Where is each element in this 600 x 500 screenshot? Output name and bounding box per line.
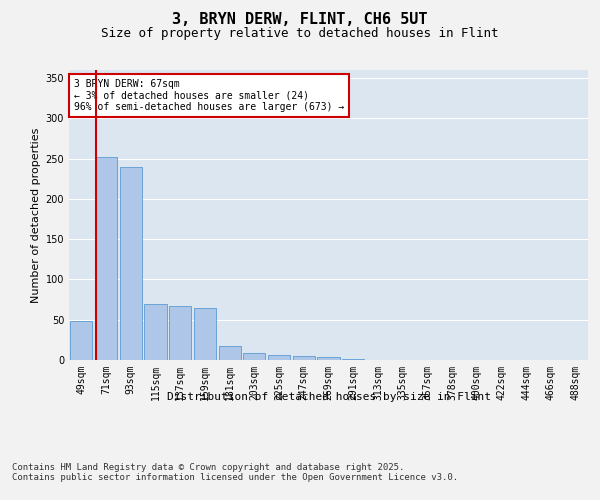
Bar: [293, 356, 315, 360]
Bar: [243, 353, 265, 360]
Text: Contains HM Land Registry data © Crown copyright and database right 2025.
Contai: Contains HM Land Registry data © Crown c…: [12, 462, 458, 482]
Bar: [268, 355, 290, 360]
Bar: [70, 322, 92, 360]
Text: 3, BRYN DERW, FLINT, CH6 5UT: 3, BRYN DERW, FLINT, CH6 5UT: [172, 12, 428, 28]
Y-axis label: Number of detached properties: Number of detached properties: [31, 128, 41, 302]
Bar: [342, 359, 364, 360]
Bar: [317, 357, 340, 360]
Text: 3 BRYN DERW: 67sqm
← 3% of detached houses are smaller (24)
96% of semi-detached: 3 BRYN DERW: 67sqm ← 3% of detached hous…: [74, 78, 344, 112]
Text: Distribution of detached houses by size in Flint: Distribution of detached houses by size …: [167, 392, 491, 402]
Bar: [218, 346, 241, 360]
Bar: [194, 308, 216, 360]
Bar: [145, 304, 167, 360]
Bar: [95, 157, 117, 360]
Bar: [119, 166, 142, 360]
Text: Size of property relative to detached houses in Flint: Size of property relative to detached ho…: [101, 28, 499, 40]
Bar: [169, 306, 191, 360]
